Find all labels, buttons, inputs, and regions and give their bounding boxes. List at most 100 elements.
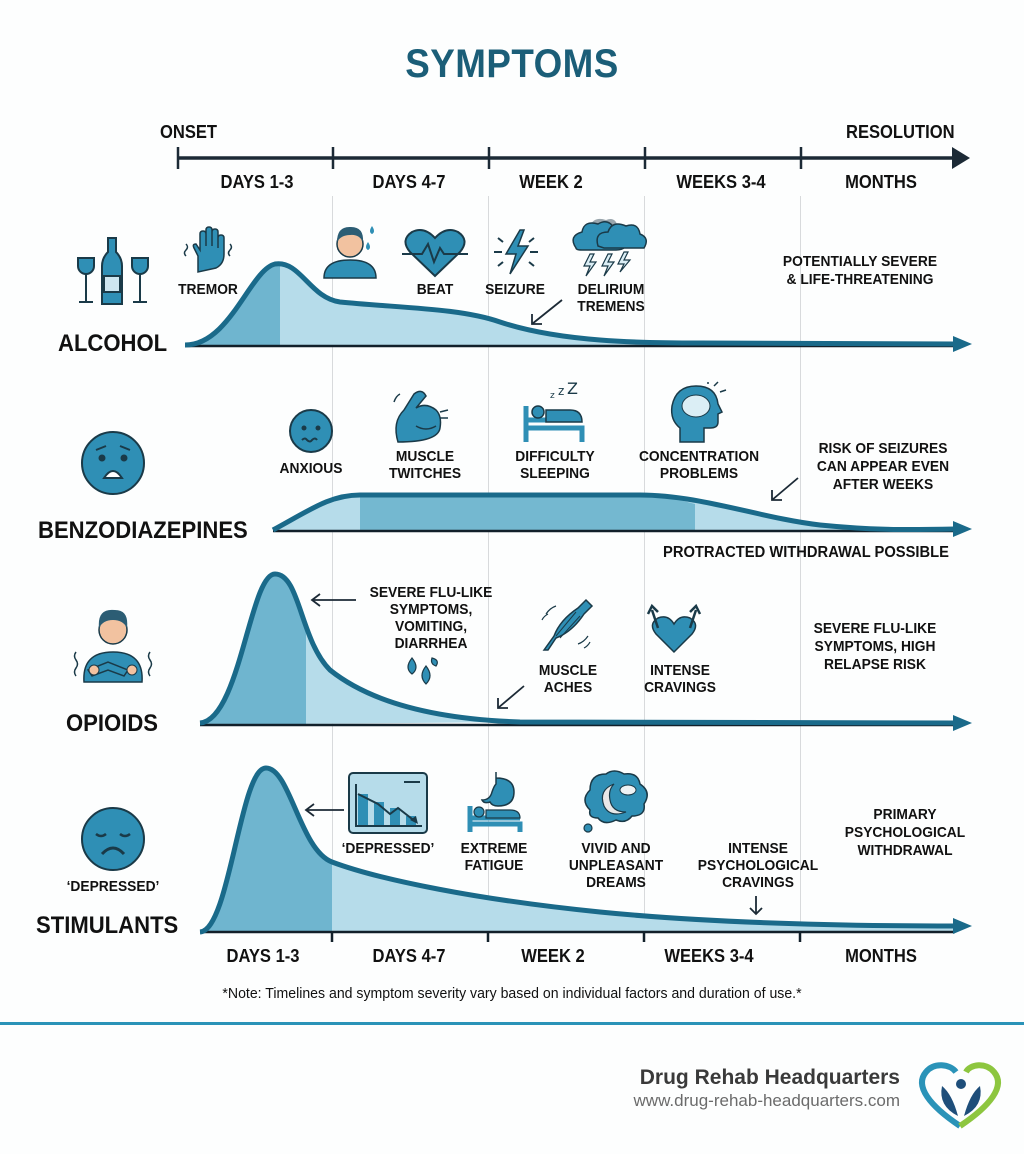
top-timeline-axis [176, 147, 970, 169]
symptom-label: FATIGUE [464, 857, 524, 874]
svg-text:z: z [550, 391, 555, 401]
row-footer-note: PROTRACTED WITHDRAWAL POSSIBLE [663, 544, 949, 561]
svg-text:z: z [558, 384, 564, 398]
benzodiazepines-severity-curve [271, 492, 972, 537]
lightning-bolt-icon [494, 229, 538, 275]
symptom-label: CRAVINGS [722, 874, 794, 891]
symptom-label: MUSCLE [538, 662, 598, 679]
row-note: PRIMARY [873, 806, 937, 823]
alcohol-severity-curve [184, 261, 972, 352]
grid-line [332, 196, 333, 936]
footnote: *Note: Timelines and symptom severity va… [222, 985, 802, 1002]
wine-bottle-glasses-icon [77, 237, 149, 305]
peak-note: VOMITING, [394, 618, 468, 635]
arrow-annotation [310, 593, 356, 607]
peak-note: SEVERE FLU-LIKE [369, 584, 493, 601]
row-note: POTENTIALLY SEVERE [782, 253, 938, 270]
phase-label: DAYS 4-7 [372, 172, 446, 192]
symptom-label: ‘DEPRESSED’ [341, 840, 435, 857]
phase-label: MONTHS [845, 172, 917, 192]
arrow-annotation [497, 685, 525, 709]
row-label-stimulants: STIMULANTS [36, 912, 179, 939]
row-note: CAN APPEAR EVEN [816, 458, 950, 475]
flexed-arm-icon [393, 390, 449, 443]
axis-end-label: RESOLUTION [846, 122, 955, 142]
row-note: SYMPTOMS, HIGH [814, 638, 936, 655]
peak-note: DIARRHEA [394, 635, 468, 652]
axis-start-label: ONSET [160, 122, 218, 142]
grid-line [488, 196, 489, 936]
symptom-label: PSYCHOLOGICAL [697, 857, 819, 874]
phase-label: WEEKS 3-4 [676, 172, 766, 192]
page-title: SYMPTOMS [405, 42, 619, 86]
phase-label: WEEKS 3-4 [664, 946, 754, 966]
symptom-label: CRAVINGS [644, 679, 716, 696]
phase-label: WEEK 2 [519, 172, 583, 192]
arrow-annotation [771, 477, 799, 501]
symptom-label: DREAMS [586, 874, 646, 891]
brand-divider [0, 1022, 1024, 1025]
symptom-label: INTENSE [650, 662, 710, 679]
row-note: SEVERE FLU-LIKE [813, 620, 937, 637]
phase-label: DAYS 1-3 [220, 172, 294, 192]
symptom-label: EXTREME [460, 840, 528, 857]
symptom-label: ANXIOUS [279, 460, 343, 477]
dream-cloud-icon [583, 770, 648, 833]
symptom-label: BEAT [416, 281, 454, 298]
symptom-label: MUSCLE [395, 448, 455, 465]
peak-note: SYMPTOMS, [389, 601, 473, 618]
symptom-label: UNPLEASANT [568, 857, 664, 874]
icon-caption: ‘DEPRESSED’ [66, 878, 160, 895]
row-note: & LIFE-THREATENING [786, 271, 934, 288]
symptom-label: TREMOR [178, 281, 238, 298]
grid-line [644, 196, 645, 936]
phase-label: DAYS 4-7 [372, 946, 446, 966]
declining-chart-icon [348, 772, 428, 834]
sweating-person-icon [323, 226, 377, 279]
phase-label: MONTHS [845, 946, 917, 966]
shivering-person-icon [73, 609, 153, 683]
shaking-hand-icon [183, 226, 233, 273]
opioids-severity-curve [199, 571, 972, 731]
storm-cloud-icon [572, 218, 647, 277]
brand-name: Drug Rehab Headquarters [639, 1066, 900, 1089]
water-drops-icon [407, 657, 438, 685]
brand-url[interactable]: www.drug-rehab-headquarters.com [633, 1091, 900, 1110]
symptom-label: SEIZURE [485, 281, 545, 298]
worried-face-icon [81, 431, 145, 495]
row-label-opioids: OPIOIDS [66, 710, 159, 737]
sleeping-bed-icon: z z Z [523, 379, 585, 442]
symptom-label: SLEEPING [520, 465, 590, 482]
brain-head-icon [670, 381, 727, 443]
arrow-annotation [304, 803, 344, 817]
symptom-label: DIFFICULTY [515, 448, 595, 465]
row-note: PSYCHOLOGICAL [844, 824, 966, 841]
row-note: AFTER WEEKS [832, 476, 934, 493]
row-note: RISK OF SEIZURES [818, 440, 948, 457]
symptom-label: DELIRIUM [577, 281, 645, 298]
muscle-icon [541, 598, 594, 651]
heart-arrows-icon [646, 603, 702, 654]
symptom-label: PROBLEMS [659, 465, 739, 482]
symptom-label: ACHES [543, 679, 593, 696]
grid-line [800, 196, 801, 936]
symptom-label: INTENSE [728, 840, 788, 857]
anxious-face-icon [289, 409, 333, 453]
sad-face-icon [81, 807, 145, 871]
row-label-benzodiazepines: BENZODIAZEPINES [38, 517, 248, 544]
stimulants-severity-curve [199, 765, 972, 942]
brand-logo-icon [919, 1062, 1001, 1129]
row-label-alcohol: ALCOHOL [58, 330, 168, 357]
row-note: RELAPSE RISK [823, 656, 926, 673]
phase-label: WEEK 2 [521, 946, 585, 966]
symptom-label: CONCENTRATION [638, 448, 760, 465]
symptom-label: TWITCHES [388, 465, 462, 482]
arrow-annotation [531, 299, 563, 325]
svg-text:Z: Z [567, 379, 578, 398]
symptom-label: VIVID AND [581, 840, 651, 857]
arrow-down-annotation [749, 896, 763, 916]
heartbeat-icon [402, 229, 468, 278]
stomach-bed-icon [467, 772, 523, 832]
symptom-label: TREMENS [577, 298, 645, 315]
phase-label: DAYS 1-3 [226, 946, 300, 966]
